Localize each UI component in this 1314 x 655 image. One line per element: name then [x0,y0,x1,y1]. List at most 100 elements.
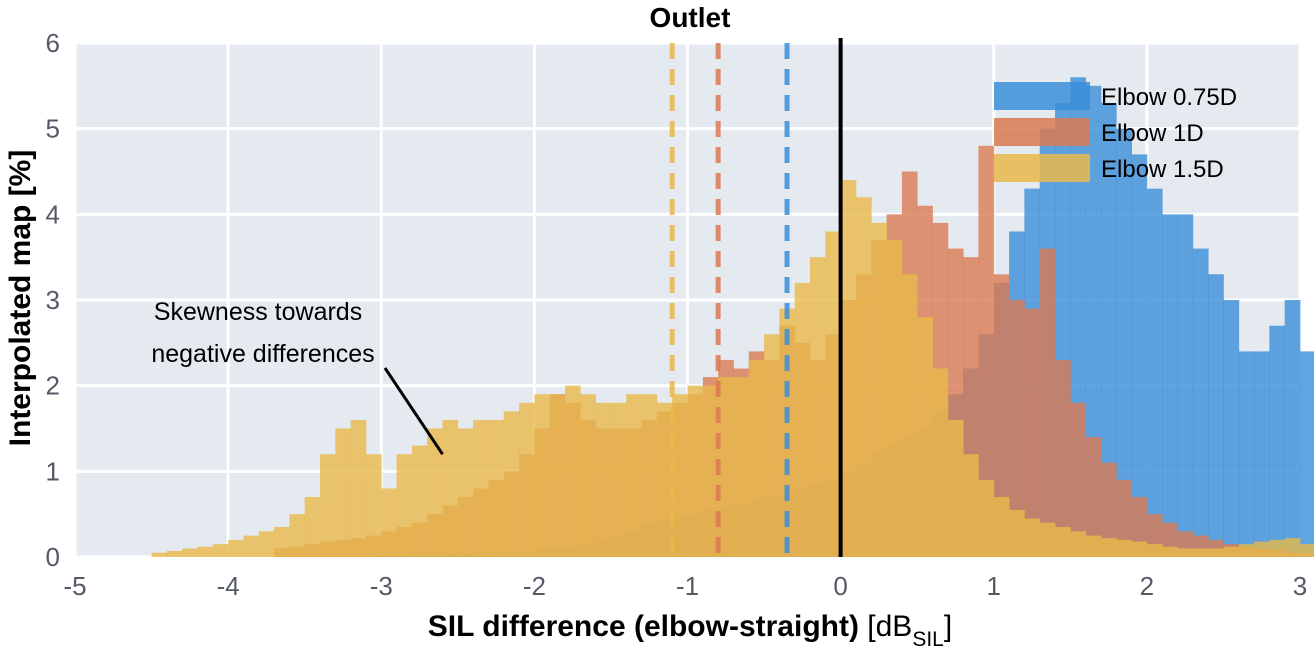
histogram-bar [810,257,826,557]
x-tick-label: 1 [987,571,1001,601]
histogram-bar [1100,102,1117,557]
histogram-bar [1055,359,1071,557]
histogram-bar [1009,509,1025,557]
histogram-bar [320,454,336,557]
histogram-bar [1254,351,1270,557]
histogram-bar [1208,274,1224,557]
histogram-bar [626,394,642,557]
histogram-bar [733,377,750,557]
histogram-bar [901,274,918,557]
histogram-bar [794,282,811,557]
legend-swatch [994,82,1090,110]
histogram-bar [151,552,168,557]
x-tick-label: -5 [63,571,86,601]
x-axis-label-unit-close: ] [944,610,952,643]
histogram-bars [151,77,1314,558]
histogram-bar [580,394,597,557]
histogram-bar [335,428,352,557]
histogram-bar [473,419,489,557]
histogram-bar [1070,402,1087,557]
histogram-bar [1116,479,1132,557]
histogram-bar [1100,538,1117,557]
histogram-bar [855,197,872,557]
y-tick-label: 6 [46,28,60,58]
histogram-bar [1116,128,1132,557]
histogram-bar [1100,462,1117,557]
histogram-bar [182,548,198,557]
x-tick-label: -4 [217,571,240,601]
x-axis-label-unit-sub: SIL [912,628,944,651]
histogram-bar [503,411,520,557]
histogram-bar [1284,538,1301,557]
histogram-bar [519,402,535,557]
histogram-bar [534,394,551,557]
histogram-bar [212,544,229,557]
histogram-bar [549,394,566,557]
histogram-bar [993,497,1010,557]
tick-labels: -5 -4 -3 -2 -1 0 1 2 3 0 1 2 3 4 5 6 [46,28,1308,601]
mean-lines [669,43,790,557]
histogram-bar [1254,541,1270,557]
histogram-bar [396,454,413,557]
histogram-bar [565,385,581,557]
histogram-bar [350,419,367,557]
histogram-bar [1039,248,1056,557]
histogram-bar [1162,546,1178,557]
histogram-bar [274,527,290,557]
histogram-bar [258,531,275,557]
histogram-bar [1300,351,1314,557]
y-tick-label: 4 [46,199,60,229]
histogram-bar [702,385,719,557]
histogram-bar [1192,548,1209,557]
histogram-bar [610,402,627,557]
legend-label: Elbow 1D [1101,120,1204,147]
x-tick-label: -1 [676,571,699,601]
x-tick-label: 3 [1293,571,1307,601]
histogram-bar [1146,188,1163,557]
annotation-pointer [383,367,444,456]
histogram-bar [289,514,306,557]
y-tick-label: 2 [46,371,60,401]
histogram-bar [779,308,796,557]
histogram-bar [1177,214,1194,558]
histogram-bar [1146,544,1163,557]
y-tick-label: 1 [46,456,60,486]
x-tick-label: -2 [523,571,546,601]
histogram-bar [656,402,673,557]
histogram-bar [840,180,857,558]
histogram-bar [871,222,887,557]
histogram-bar [1024,308,1041,557]
histogram-bar [197,546,214,557]
histogram-bar [243,535,260,557]
histogram-bar [1131,541,1148,557]
histogram-bar [993,274,1010,557]
histogram-bar [1192,248,1209,557]
annotation: Skewness towards negative differences [151,298,444,456]
histogram-bar [457,428,474,557]
annotation-line-1: Skewness towards [154,298,362,326]
histogram-bar [1177,548,1194,557]
y-tick-label: 0 [46,542,60,572]
x-tick-label: 2 [1140,571,1154,601]
histogram-bar [166,551,183,557]
histogram-bar [304,497,321,557]
histogram-bar [947,419,964,557]
histogram-bar [978,479,995,557]
histogram-bar [1085,437,1102,557]
series-elbow-1-5d [151,180,1314,558]
histogram-bar [1238,544,1255,557]
histogram-bar [1300,544,1314,557]
chart-title: Outlet [650,2,731,33]
legend-label: Elbow 1.5D [1101,156,1224,183]
x-axis-label-unit: [dB [859,610,912,643]
histogram-bar [411,445,428,557]
histogram-bar [1223,300,1240,557]
histogram-bar [595,402,612,557]
histogram-bar [1024,518,1041,557]
legend-swatch [994,118,1090,146]
histogram-bar [1269,539,1286,557]
histogram-bar [1162,214,1178,558]
y-tick-label: 3 [46,285,60,315]
histogram-bar [1208,548,1224,557]
histogram-bar [825,231,842,557]
